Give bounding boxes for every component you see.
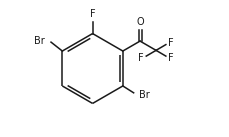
- Text: F: F: [169, 53, 174, 63]
- Text: O: O: [136, 17, 144, 27]
- Text: F: F: [138, 53, 144, 63]
- Text: F: F: [90, 9, 95, 19]
- Text: Br: Br: [34, 36, 45, 46]
- Text: F: F: [169, 38, 174, 48]
- Text: Br: Br: [139, 90, 150, 100]
